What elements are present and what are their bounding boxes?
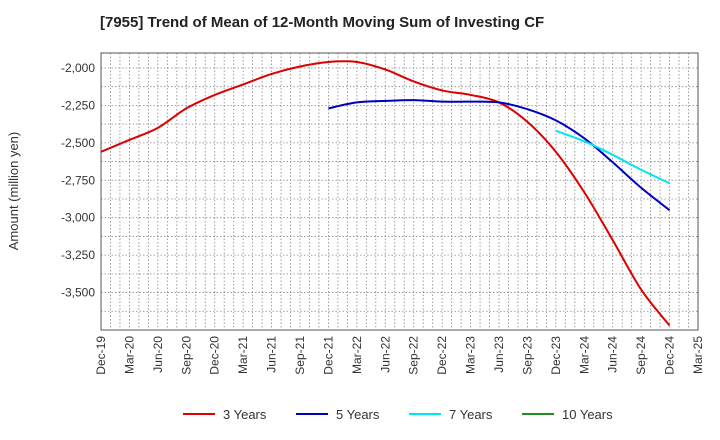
x-tick-label: Sep-22 [407,336,421,375]
x-tick-label: Mar-20 [122,336,136,374]
y-tick-label: -2,750 [61,173,95,187]
y-tick-label: -3,500 [61,286,95,300]
x-tick-label: Dec-21 [321,336,335,375]
x-tick-label: Dec-24 [663,336,677,375]
chart-title: [7955] Trend of Mean of 12-Month Moving … [100,14,545,31]
y-tick-label: -2,250 [61,98,95,112]
plot-area [101,53,698,330]
series-lines [100,60,671,327]
x-tick-label: Mar-25 [691,336,705,374]
plot-border [100,52,699,331]
y-tick-label: -3,250 [61,248,95,262]
x-axis: Dec-19 Mar-20 Jun-20 Sep-20 Dec-20 Mar-21 Jun-… [94,336,705,375]
series-line-5-years [328,99,671,212]
x-tick-label: Mar-23 [464,336,478,374]
x-tick-label: Dec-19 [94,336,108,375]
x-tick-label: Jun-20 [151,336,165,373]
x-tick-label: Mar-22 [350,336,364,374]
legend-label-3-years: 3 Years [223,407,267,422]
series-line-7-years [555,129,670,185]
legend-label-5-years: 5 Years [336,407,380,422]
y-tick-label: -3,000 [61,211,95,225]
legend-label-10-years: 10 Years [562,407,613,422]
x-tick-label: Sep-23 [520,336,534,375]
series-line-3-years [100,60,671,327]
legend: 3 Years 5 Years 7 Years 10 Years [183,407,613,422]
y-tick-label: -2,000 [61,61,95,75]
x-tick-label: Jun-23 [492,336,506,373]
x-tick-label: Sep-20 [179,336,193,375]
x-tick-label: Jun-24 [606,336,620,373]
y-axis: -2,000 -2,250 -2,500 -2,750 -3,000 -3,250 -3,5… [61,61,95,300]
legend-label-7-years: 7 Years [449,407,493,422]
x-tick-label: Mar-21 [236,336,250,374]
x-tick-label: Sep-21 [293,336,307,375]
x-tick-label: Dec-20 [208,336,222,375]
x-tick-label: Dec-23 [549,336,563,375]
x-tick-label: Jun-21 [265,336,279,373]
x-tick-label: Sep-24 [634,336,648,375]
x-tick-label: Jun-22 [378,336,392,373]
y-tick-label: -2,500 [61,136,95,150]
x-tick-label: Mar-24 [577,336,591,374]
x-tick-label: Dec-22 [435,336,449,375]
y-axis-title: Amount (million yen) [6,132,21,251]
